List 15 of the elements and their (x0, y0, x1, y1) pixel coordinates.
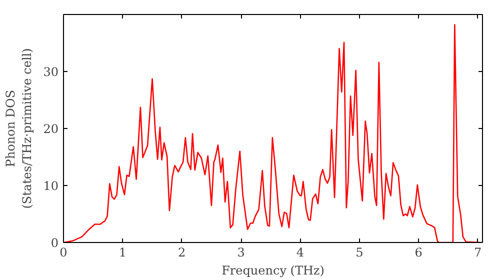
x-tick-label: 6 (414, 246, 422, 260)
x-tick-label: 3 (237, 246, 245, 260)
x-tick-label: 1 (118, 246, 127, 260)
y-axis-title: Phonon DOS (States/THz·primitive cell) (3, 48, 34, 209)
x-tick-label: 0 (60, 246, 68, 260)
x-tick-label: 4 (296, 246, 304, 260)
x-tick-label: 2 (178, 246, 186, 260)
y-tick-label: 0 (50, 236, 59, 250)
x-tick-label: 5 (356, 246, 364, 260)
x-axis-title: Frequency (THz) (222, 264, 324, 278)
y-tick-label: 30 (43, 65, 59, 79)
x-tick-label: 7 (474, 246, 482, 260)
y-tick-label: 20 (43, 122, 59, 136)
line-series (64, 24, 482, 242)
y-tick-label: 10 (43, 179, 59, 193)
